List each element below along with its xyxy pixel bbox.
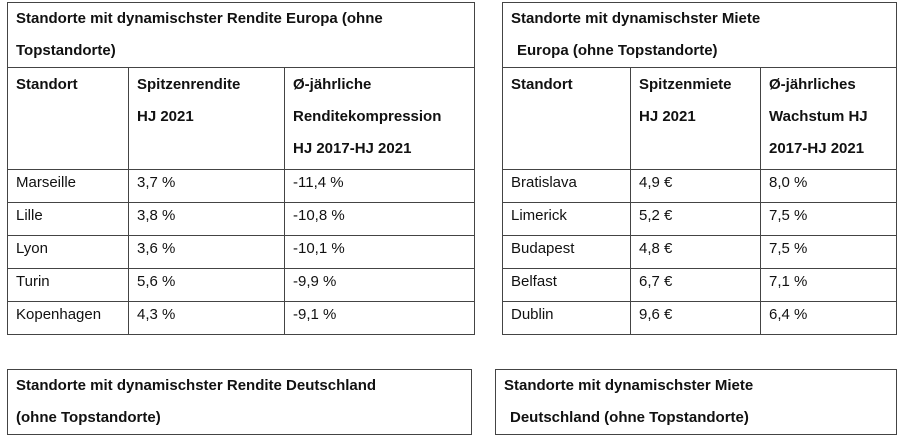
table-cell: Turin xyxy=(7,268,129,302)
table-cell: -10,1 % xyxy=(283,235,476,269)
table-cell: Dublin xyxy=(502,301,631,335)
table-row: Turin 5,6 % -9,9 % xyxy=(7,268,476,302)
rendite-deutschland-table: Standorte mit dynamischster Rendite Deut… xyxy=(7,369,472,435)
table-title: Standorte mit dynamischster Miete Europa… xyxy=(501,2,898,68)
table-row: Belfast 6,7 €7,1 % xyxy=(502,268,898,302)
table-cell: Belfast xyxy=(502,268,631,302)
table-cell: 4,9 € xyxy=(630,169,761,203)
table-cell: Bratislava xyxy=(502,169,631,203)
table-cell: 6,7 € xyxy=(630,268,761,302)
title-line: (ohne Topstandorte) xyxy=(16,409,161,426)
column-header-renditekompression: Ø-jährliche Renditekompression HJ 2017-HJ … xyxy=(283,67,476,170)
table-cell: 7,5 % xyxy=(759,235,898,269)
table-cell: 8,0 % xyxy=(759,169,898,203)
rendite-europa-table: Standorte mit dynamischster Rendite Euro… xyxy=(6,2,476,335)
table-cell: 9,6 € xyxy=(630,301,761,335)
table-cell: -9,1 % xyxy=(283,301,476,335)
table-cell: 4,3 % xyxy=(128,301,285,335)
table-row: Bratislava 4,9 €8,0 % xyxy=(502,169,898,203)
miete-deutschland-table: Standorte mit dynamischster Miete Deutsc… xyxy=(495,369,897,435)
table-cell: Lille xyxy=(7,202,129,236)
table-cell: 7,5 % xyxy=(759,202,898,236)
table-row: Lyon 3,6 % -10,1 % xyxy=(7,235,476,269)
table-cell: 6,4 % xyxy=(759,301,898,335)
table-cell: 4,8 € xyxy=(630,235,761,269)
column-header-standort: Standort xyxy=(7,67,129,170)
table-row: Limerick 5,2 €7,5 % xyxy=(502,202,898,236)
table-cell: -11,4 % xyxy=(283,169,476,203)
table-cell: -10,8 % xyxy=(283,202,476,236)
column-header-spitzenmiete: Spitzenmiete HJ 2021 xyxy=(630,67,761,170)
table-title: Standorte mit dynamischster Rendite Deut… xyxy=(7,369,472,435)
title-line: Topstandorte) xyxy=(16,42,116,59)
table-cell: 3,8 % xyxy=(128,202,285,236)
column-header-wachstum: Ø-jährliches Wachstum HJ 2017-HJ 2021 xyxy=(759,67,898,170)
title-line: Deutschland (ohne Topstandorte) xyxy=(510,409,749,426)
table-row: Budapest 4,8 €7,5 % xyxy=(502,235,898,269)
table-row: Dublin 9,6 €6,4 % xyxy=(502,301,898,335)
table-cell: Lyon xyxy=(7,235,129,269)
title-line: Standorte mit dynamischster Miete xyxy=(511,10,761,27)
table-cell: Marseille xyxy=(7,169,129,203)
column-header-standort: Standort xyxy=(502,67,631,170)
title-line: Europa (ohne Topstandorte) xyxy=(517,42,718,59)
title-line: Standorte mit dynamischster Rendite Deut… xyxy=(16,377,377,394)
table-cell: 5,6 % xyxy=(128,268,285,302)
table-cell: Limerick xyxy=(502,202,631,236)
table-row: Kopenhagen 4,3 % -9,1 % xyxy=(7,301,476,335)
table-cell: 7,1 % xyxy=(759,268,898,302)
table-cell: Kopenhagen xyxy=(7,301,129,335)
table-cell: 3,6 % xyxy=(128,235,285,269)
table-cell: -9,9 % xyxy=(283,268,476,302)
table-cell: Budapest xyxy=(502,235,631,269)
table-cell: 5,2 € xyxy=(630,202,761,236)
miete-europa-table: Standorte mit dynamischster Miete Europa… xyxy=(501,2,898,335)
title-line: Standorte mit dynamischster Rendite Euro… xyxy=(16,10,383,27)
table-row: Marseille 3,7 % -11,4 % xyxy=(7,169,476,203)
table-cell: 3,7 % xyxy=(128,169,285,203)
table-row: Lille 3,8 % -10,8 % xyxy=(7,202,476,236)
column-header-spitzenrendite: Spitzenrendite HJ 2021 xyxy=(128,67,285,170)
table-title: Standorte mit dynamischster Miete Deutsc… xyxy=(495,369,897,435)
title-line: Standorte mit dynamischster Miete xyxy=(504,377,754,394)
table-title: Standorte mit dynamischster Rendite Euro… xyxy=(6,2,476,68)
